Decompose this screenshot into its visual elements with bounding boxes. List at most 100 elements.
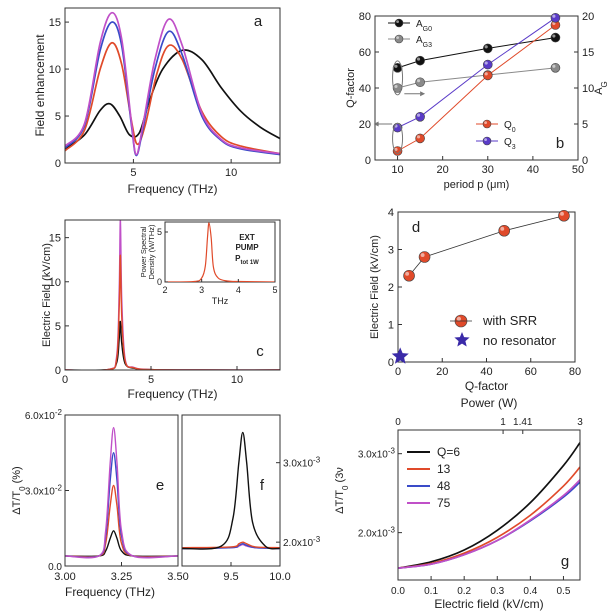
- data-point: [415, 55, 425, 66]
- top-tick-label: 3: [577, 417, 583, 428]
- data-point: [482, 59, 493, 70]
- data-point-body: [415, 55, 425, 66]
- x-tick-label: 80: [569, 366, 581, 378]
- data-point: [403, 269, 415, 282]
- data-point: [550, 32, 561, 43]
- panel-label: g: [561, 553, 569, 570]
- data-point-body: [482, 70, 493, 81]
- inset-y-tick-label: 5: [157, 227, 162, 237]
- x-tick-label: 40: [527, 164, 539, 176]
- x-tick-label: 0.0: [391, 586, 405, 597]
- panel-label: c: [256, 343, 264, 360]
- y-tick-label: 2.0x10-3: [358, 525, 396, 540]
- inset-x-tick-label: 3: [199, 285, 204, 295]
- y-tick-label: 0: [388, 357, 394, 369]
- spectrum-line: [65, 21, 280, 157]
- data-point-body: [482, 119, 492, 129]
- legend-label: AG0: [416, 19, 432, 33]
- legend-marker: [482, 119, 492, 129]
- top-axis-label: Power (W): [461, 396, 518, 410]
- data-point: [550, 12, 561, 23]
- data-point-body: [482, 43, 493, 54]
- trend-line: [397, 37, 556, 69]
- legend-label: 48: [437, 479, 451, 493]
- y-tick-label: 3.0x10-2: [25, 483, 63, 498]
- axis-arrow-head: [420, 91, 426, 97]
- x-tick-label: 10: [231, 374, 243, 386]
- y-tick-label: 4: [388, 207, 394, 219]
- top-tick-label: 1.41: [513, 417, 533, 428]
- data-point-highlight: [416, 113, 421, 117]
- data-point-highlight: [456, 316, 461, 321]
- y-tick-label: 3.0x10-3: [358, 446, 396, 461]
- y-tick-label: 10: [49, 64, 61, 76]
- legend-label: Q0: [504, 120, 516, 134]
- y-tick-label: 3: [388, 245, 394, 257]
- data-point-highlight: [552, 64, 556, 68]
- data-point-highlight: [552, 21, 556, 25]
- y-tick-label: 5: [582, 119, 588, 131]
- panel-f-frame: [181, 414, 281, 567]
- data-point-body: [418, 251, 431, 263]
- data-point: [558, 209, 570, 222]
- panel-c-frame: [64, 219, 281, 371]
- data-point: [482, 70, 493, 81]
- data-point-highlight: [405, 271, 410, 276]
- panel-label: b: [556, 135, 564, 152]
- y-tick-label: 0: [55, 158, 61, 170]
- x-axis-label: Frequency (THz): [127, 182, 217, 196]
- legend-marker: [394, 18, 404, 28]
- data-point-body: [550, 32, 561, 43]
- y-tick-label: 0: [365, 155, 371, 167]
- data-point-highlight: [420, 253, 425, 257]
- y-tick-label: 6.0x10-2: [25, 408, 63, 423]
- y-tick-label: 2: [388, 282, 394, 294]
- data-point: [392, 83, 403, 93]
- y-tick-label: 20: [359, 119, 371, 131]
- x-axis-label: Electric field (kV/cm): [434, 597, 543, 611]
- x-tick-label: 40: [480, 366, 492, 378]
- data-point-highlight: [416, 57, 421, 61]
- legend-marker: [394, 34, 404, 44]
- data-point-highlight: [484, 61, 488, 65]
- y-tick-label: 2.0x10-3: [283, 535, 321, 550]
- nonlinear-line: [398, 479, 580, 570]
- x-tick-label: 10: [225, 167, 237, 179]
- panel-label: e: [156, 477, 164, 494]
- axis-arrow-head: [373, 121, 379, 127]
- data-point-highlight: [416, 135, 421, 139]
- y-tick-label: 15: [49, 17, 61, 29]
- nonlinear-line: [398, 481, 580, 570]
- data-point-highlight: [396, 36, 399, 39]
- x-tick-label: 5: [148, 374, 154, 386]
- data-point-body: [482, 59, 493, 70]
- data-point: [415, 133, 425, 144]
- y-tick-label: 10: [49, 277, 61, 289]
- x-tick-label: 0.2: [457, 586, 471, 597]
- data-point-body: [558, 209, 570, 222]
- legend-label: Q=6: [437, 445, 460, 459]
- legend-label: Q3: [504, 137, 516, 151]
- field-line: [65, 320, 280, 370]
- x-tick-label: 10: [391, 164, 403, 176]
- spectrum-line: [65, 11, 280, 156]
- inset-annotation: PUMP: [235, 243, 259, 252]
- data-point: [392, 146, 403, 156]
- x-tick-label: 10.0: [269, 571, 290, 583]
- x-axis-label: Frequency (THz): [127, 387, 217, 401]
- inset-x-tick-label: 2: [162, 285, 167, 295]
- x-tick-label: 3.50: [167, 571, 188, 583]
- x-tick-label: 3.25: [111, 571, 132, 583]
- inset-x-label: THz: [212, 296, 229, 306]
- y-axis-label-right: AG: [593, 81, 609, 95]
- inset-line: [165, 222, 275, 282]
- x-tick-label: 9.5: [223, 571, 238, 583]
- inset-y-label: Density (W/THz): [147, 224, 156, 280]
- data-point-body: [498, 224, 511, 237]
- y-axis-label: Electric Field (kV/cm): [41, 243, 53, 347]
- panel-label: d: [412, 219, 420, 236]
- data-point-body: [415, 112, 425, 122]
- y-tick-label: 3.0x10-3: [283, 455, 321, 470]
- data-point-highlight: [394, 84, 398, 89]
- data-point-highlight: [500, 226, 505, 231]
